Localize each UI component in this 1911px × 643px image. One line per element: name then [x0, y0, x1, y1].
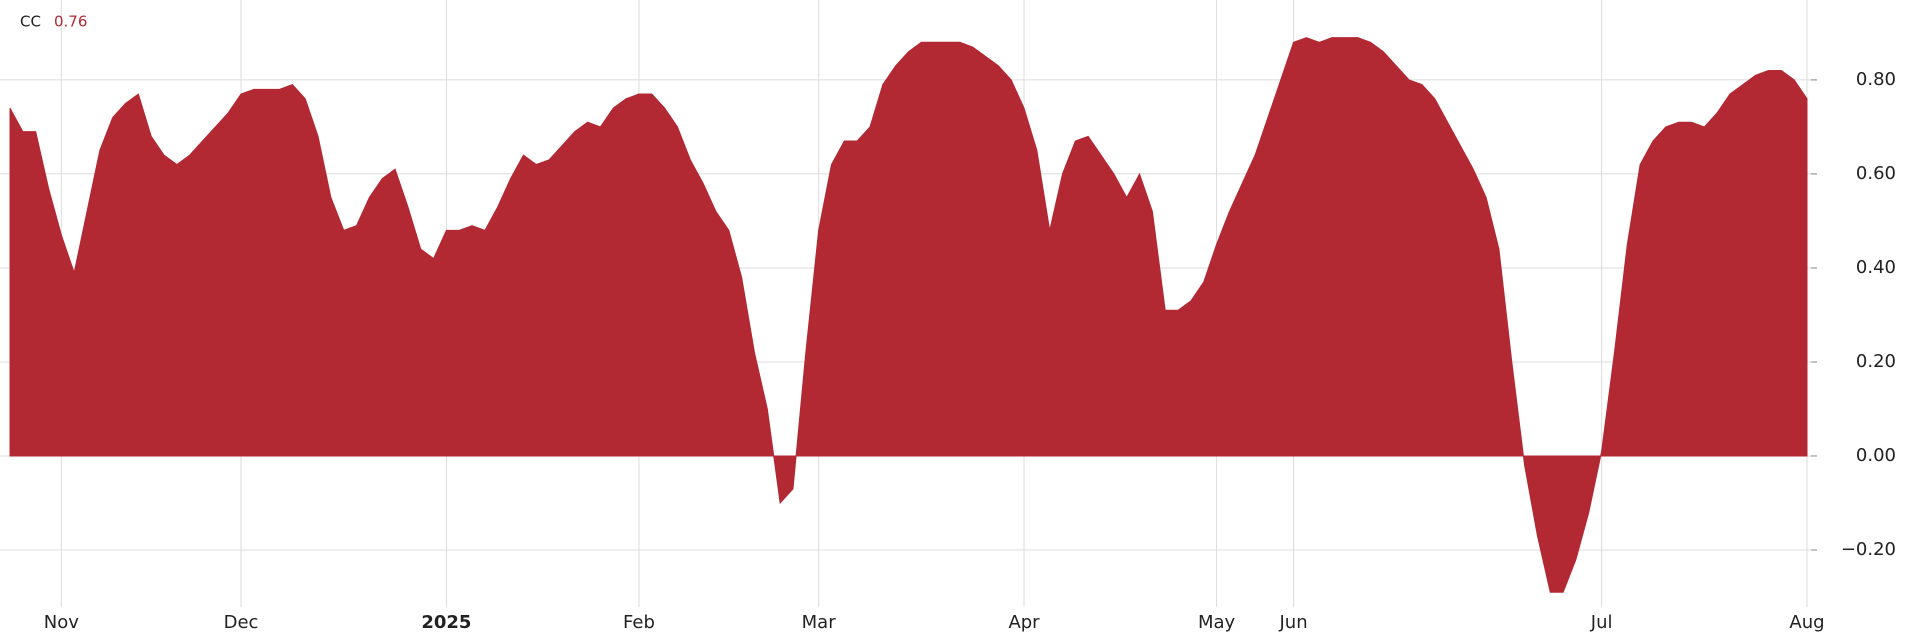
x-tick-label: 2025 — [421, 612, 471, 633]
x-tick-label: Aug — [1789, 612, 1824, 633]
x-tick-label: Mar — [802, 612, 837, 633]
y-tick-label: 0.00 — [1856, 445, 1896, 466]
y-tick-label: −0.20 — [1841, 539, 1896, 560]
x-tick-label: Apr — [1008, 612, 1040, 633]
x-tick-label: Jul — [1590, 612, 1613, 633]
area — [9, 37, 1808, 593]
y-tick-label: 0.20 — [1856, 351, 1896, 372]
legend-value: 0.76 — [54, 13, 87, 31]
x-tick-label: May — [1198, 612, 1236, 633]
x-tick-label: Feb — [623, 612, 655, 633]
y-tick-label: 0.80 — [1856, 69, 1896, 90]
y-tick-label: 0.60 — [1856, 163, 1896, 184]
x-tick-label: Jun — [1279, 612, 1308, 633]
x-tick-label: Dec — [224, 612, 259, 633]
x-tick-label: Nov — [44, 612, 79, 633]
legend-name: CC — [20, 13, 41, 31]
y-tick-label: 0.40 — [1856, 257, 1896, 278]
